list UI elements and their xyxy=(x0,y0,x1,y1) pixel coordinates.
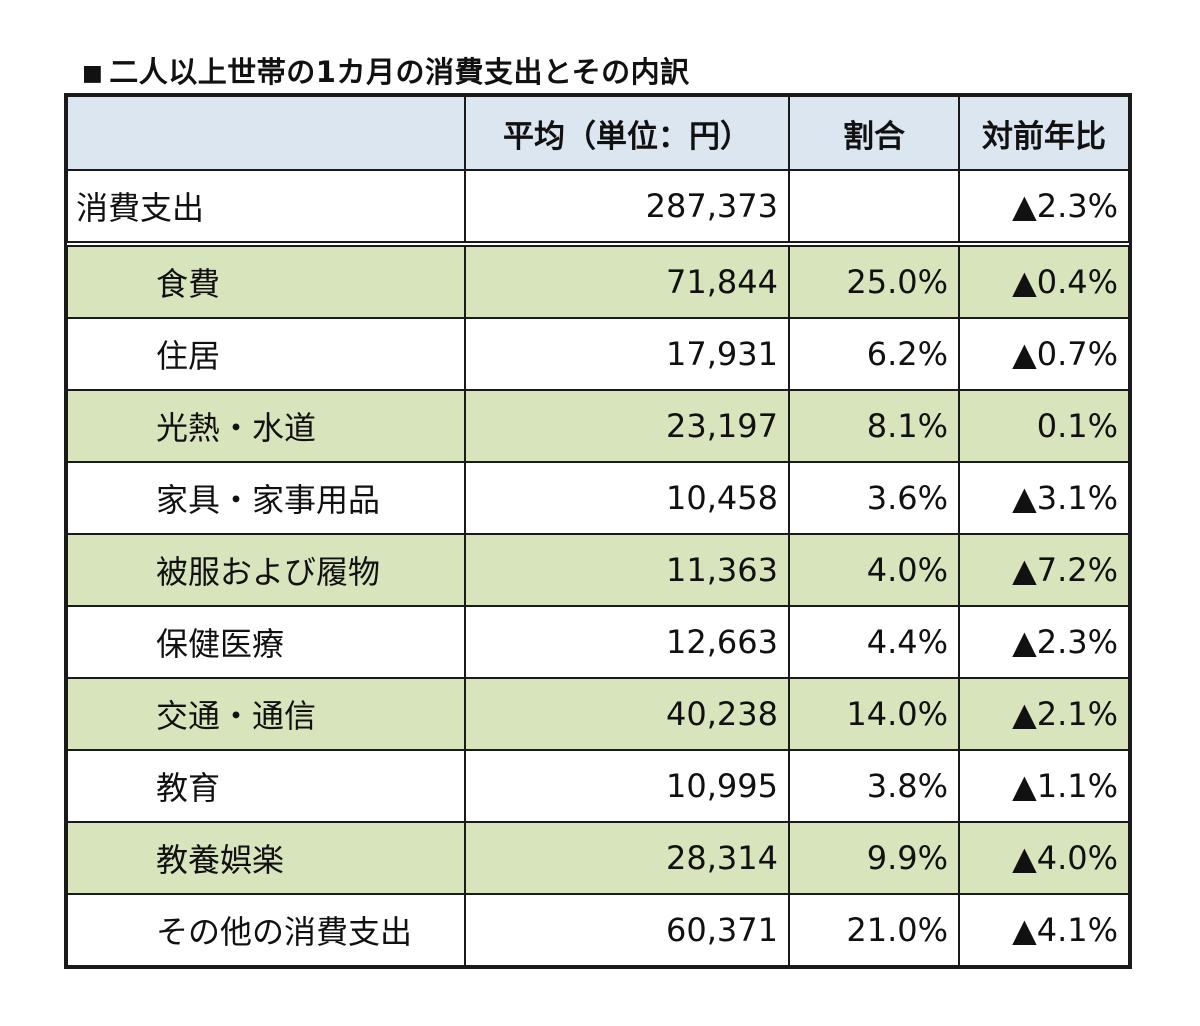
spending-table: 平均（単位：円） 割合 対前年比 消費支出 287,373 ▲2.3% 食費 7… xyxy=(64,93,1132,969)
row-label: 教育 xyxy=(66,749,466,823)
table-row: 教育 10,995 3.8% ▲1.1% xyxy=(66,749,1130,823)
total-average: 287,373 xyxy=(464,169,790,247)
row-average: 71,844 xyxy=(464,243,790,319)
header-category xyxy=(66,95,466,171)
row-share: 8.1% xyxy=(788,389,960,463)
row-yoy: ▲0.4% xyxy=(958,243,1130,319)
row-average: 28,314 xyxy=(464,821,790,895)
row-yoy: ▲2.3% xyxy=(958,605,1130,679)
total-row: 消費支出 287,373 ▲2.3% xyxy=(66,169,1130,247)
total-label: 消費支出 xyxy=(66,169,466,247)
table-title-text: 二人以上世帯の1カ月の消費支出とその内訳 xyxy=(109,55,690,89)
total-yoy: ▲2.3% xyxy=(958,169,1130,247)
row-label: 住居 xyxy=(66,317,466,391)
table-row: 教養娯楽 28,314 9.9% ▲4.0% xyxy=(66,821,1130,895)
row-average: 11,363 xyxy=(464,533,790,607)
header-share: 割合 xyxy=(788,95,960,171)
row-share: 6.2% xyxy=(788,317,960,391)
row-average: 10,995 xyxy=(464,749,790,823)
row-label: 教養娯楽 xyxy=(66,821,466,895)
row-share: 14.0% xyxy=(788,677,960,751)
table-row: 被服および履物 11,363 4.0% ▲7.2% xyxy=(66,533,1130,607)
table-row: 交通・通信 40,238 14.0% ▲2.1% xyxy=(66,677,1130,751)
table-row: 光熱・水道 23,197 8.1% 0.1% xyxy=(66,389,1130,463)
table-row: 食費 71,844 25.0% ▲0.4% xyxy=(66,243,1130,319)
row-share: 4.0% xyxy=(788,533,960,607)
row-yoy: ▲3.1% xyxy=(958,461,1130,535)
row-yoy: 0.1% xyxy=(958,389,1130,463)
header-average: 平均（単位：円） xyxy=(464,95,790,171)
row-label: 家具・家事用品 xyxy=(66,461,466,535)
row-share: 3.6% xyxy=(788,461,960,535)
header-row: 平均（単位：円） 割合 対前年比 xyxy=(66,95,1130,171)
row-share: 3.8% xyxy=(788,749,960,823)
table-row: その他の消費支出 60,371 21.0% ▲4.1% xyxy=(66,893,1130,967)
total-share xyxy=(788,169,960,247)
row-average: 23,197 xyxy=(464,389,790,463)
row-share: 25.0% xyxy=(788,243,960,319)
row-average: 12,663 xyxy=(464,605,790,679)
row-label: 保健医療 xyxy=(66,605,466,679)
table-row: 住居 17,931 6.2% ▲0.7% xyxy=(66,317,1130,391)
row-share: 4.4% xyxy=(788,605,960,679)
row-yoy: ▲7.2% xyxy=(958,533,1130,607)
row-average: 40,238 xyxy=(464,677,790,751)
row-label: 交通・通信 xyxy=(66,677,466,751)
row-label: 食費 xyxy=(66,243,466,319)
row-yoy: ▲0.7% xyxy=(958,317,1130,391)
row-label: 被服および履物 xyxy=(66,533,466,607)
table-row: 家具・家事用品 10,458 3.6% ▲3.1% xyxy=(66,461,1130,535)
row-average: 60,371 xyxy=(464,893,790,967)
square-bullet-icon: ■ xyxy=(82,61,104,86)
table-row: 保健医療 12,663 4.4% ▲2.3% xyxy=(66,605,1130,679)
row-average: 10,458 xyxy=(464,461,790,535)
row-share: 21.0% xyxy=(788,893,960,967)
row-yoy: ▲2.1% xyxy=(958,677,1130,751)
row-yoy: ▲1.1% xyxy=(958,749,1130,823)
row-label: その他の消費支出 xyxy=(66,893,466,967)
header-yoy: 対前年比 xyxy=(958,95,1130,171)
row-share: 9.9% xyxy=(788,821,960,895)
row-label: 光熱・水道 xyxy=(66,389,466,463)
row-yoy: ▲4.1% xyxy=(958,893,1130,967)
row-yoy: ▲4.0% xyxy=(958,821,1130,895)
row-average: 17,931 xyxy=(464,317,790,391)
table-title: ■ 二人以上世帯の1カ月の消費支出とその内訳 xyxy=(82,50,690,94)
